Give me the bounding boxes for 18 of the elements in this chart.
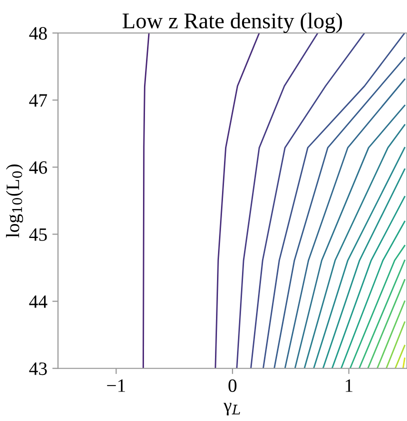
y-tick-label: 44 bbox=[29, 295, 48, 308]
x-tick-label: −1 bbox=[107, 379, 126, 392]
x-tick-label: 1 bbox=[346, 379, 352, 392]
y-tick-label: 47 bbox=[29, 94, 48, 107]
y-tick-label: 46 bbox=[29, 161, 48, 174]
x-tick-label: 0 bbox=[228, 379, 236, 392]
line-series bbox=[236, 33, 318, 368]
y-tick-label: 45 bbox=[29, 228, 47, 241]
x-axis-title: γ$_{L}$ bbox=[224, 402, 240, 416]
line-series bbox=[142, 33, 150, 368]
line-series bbox=[250, 33, 366, 368]
line-series bbox=[214, 33, 260, 368]
y-tick-label: 43 bbox=[29, 362, 47, 376]
line-series bbox=[294, 104, 406, 368]
chart-title: Low z Rate density (log) bbox=[122, 12, 342, 34]
y-tick-label: 48 bbox=[29, 27, 47, 40]
y-axis-title: log$_{10}$(L$_{0}$) bbox=[6, 164, 24, 238]
line-series bbox=[304, 124, 406, 368]
